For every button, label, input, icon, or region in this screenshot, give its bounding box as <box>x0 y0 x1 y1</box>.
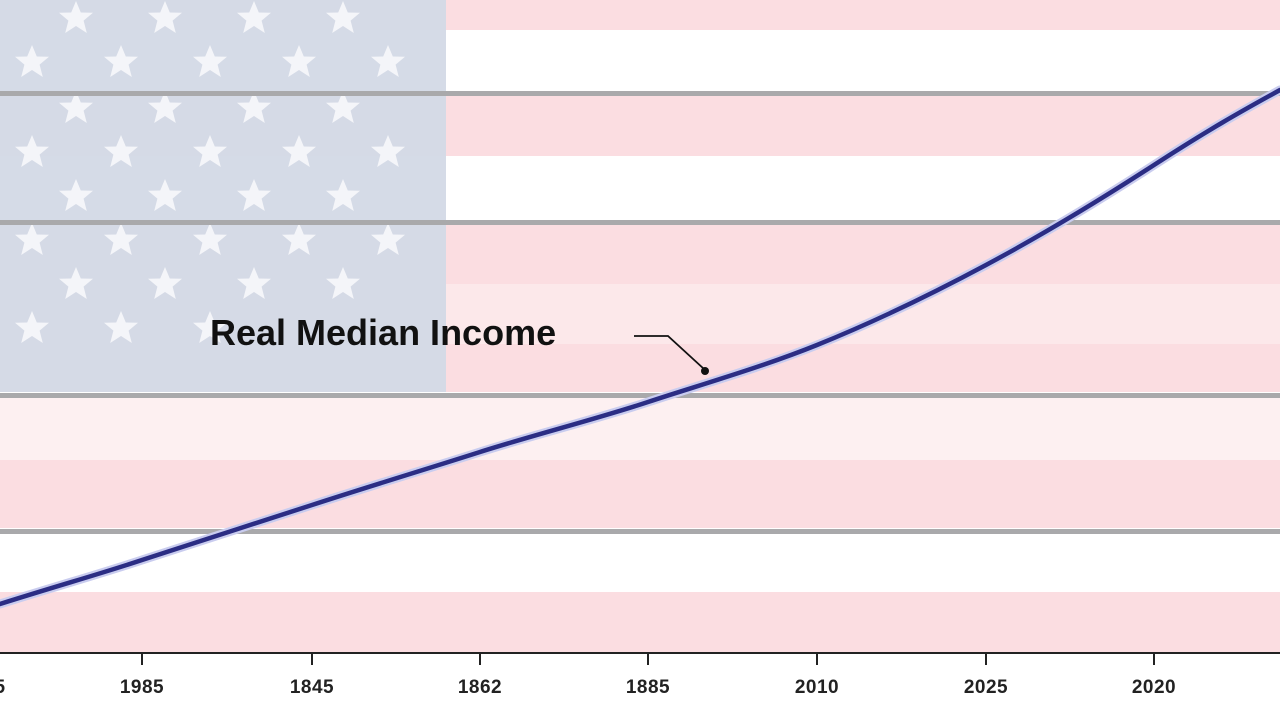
x-axis-band <box>0 654 1280 720</box>
x-tick-label: 1845 <box>289 677 335 698</box>
gridline <box>0 393 1280 398</box>
x-tick-label-partial: 5 <box>0 677 6 699</box>
annotation-arrow <box>634 335 705 370</box>
x-tick <box>479 653 481 665</box>
gridline <box>0 529 1280 534</box>
x-tick <box>311 653 313 665</box>
income-line <box>0 87 1280 607</box>
x-tick-label: 2025 <box>963 677 1009 698</box>
x-tick <box>1153 653 1155 665</box>
x-tick <box>141 653 143 665</box>
x-tick <box>985 653 987 665</box>
x-tick-label: 2020 <box>1131 677 1177 698</box>
x-tick-label: 2010 <box>794 677 840 698</box>
series-annotation-label: Real Median Income <box>210 312 557 353</box>
flag-stripe-red <box>0 592 1280 652</box>
flag-stripe-white <box>0 534 1280 592</box>
gridline <box>0 220 1280 225</box>
x-axis-line <box>0 652 1280 654</box>
x-tick-label: 1985 <box>119 677 165 698</box>
flag-stripe-red <box>0 460 1280 528</box>
x-tick-label: 1862 <box>457 677 503 698</box>
income-line-glow <box>0 85 1280 609</box>
x-tick-label: 1885 <box>625 677 671 698</box>
x-tick <box>647 653 649 665</box>
annotation-arrow-dot <box>701 367 709 375</box>
x-tick <box>816 653 818 665</box>
gridline <box>0 91 1280 96</box>
